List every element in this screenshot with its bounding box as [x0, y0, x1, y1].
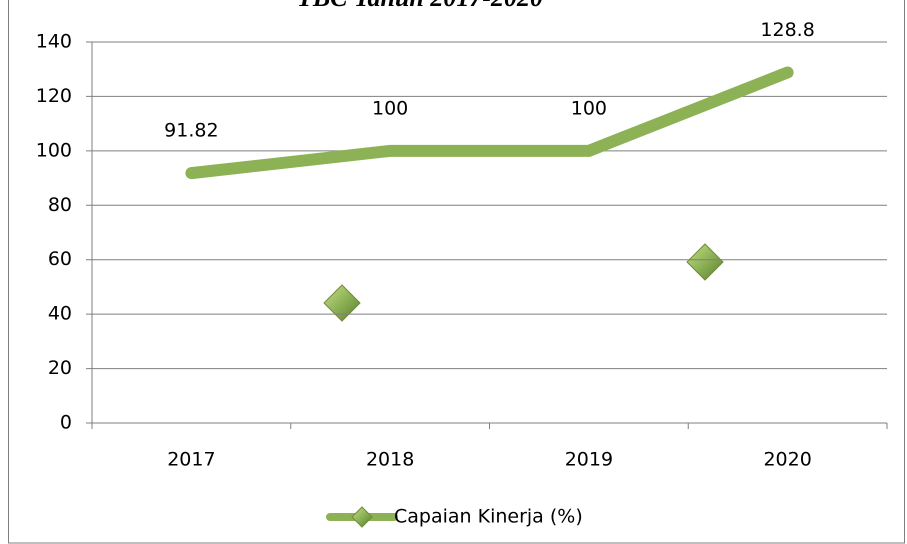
x-tick-label: 2020 [763, 449, 811, 471]
x-tick-label: 2018 [366, 449, 414, 471]
data-line [185, 66, 794, 180]
chart-border [8, 0, 905, 544]
y-tick-label: 100 [36, 139, 72, 161]
legend-marker [351, 506, 373, 528]
y-tick-label: 60 [48, 248, 72, 270]
data-label: 91.82 [164, 120, 218, 142]
y-tick-label: 20 [48, 357, 72, 379]
legend-label: Capaian Kinerja (%) [394, 506, 583, 528]
y-tick-label: 0 [60, 412, 72, 434]
data-label: 100 [372, 97, 408, 119]
chart-title: TBC Tahun 2017-2020 [297, 0, 543, 12]
y-tick-label: 80 [48, 194, 72, 216]
y-tick-label: 140 [36, 31, 72, 53]
y-tick-label: 120 [36, 85, 72, 107]
y-tick-label: 40 [48, 303, 72, 325]
x-tick-label: 2017 [167, 449, 215, 471]
marker-decoration [323, 284, 361, 322]
x-tick-label: 2019 [565, 449, 613, 471]
data-label: 100 [571, 97, 607, 119]
data-label: 128.8 [760, 19, 814, 41]
marker-decoration [686, 243, 724, 281]
